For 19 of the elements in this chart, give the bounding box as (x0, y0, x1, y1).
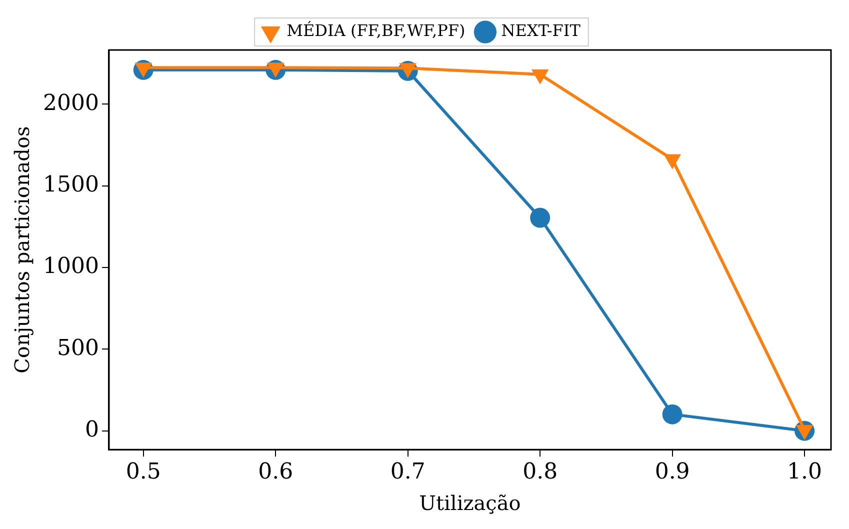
x-tick-label: 0.7 (390, 460, 426, 485)
x-tick-label: 1.0 (787, 460, 822, 485)
y-axis-title: Conjuntos particionados (10, 126, 34, 374)
legend-label: NEXT-FIT (501, 21, 581, 40)
y-tick-label: 2000 (42, 90, 99, 116)
x-tick-label: 0.6 (258, 460, 294, 485)
point (530, 208, 550, 228)
x-tick-label: 0.8 (522, 460, 558, 485)
x-tick-label: 0.9 (654, 460, 690, 485)
point (664, 154, 681, 170)
legend-label: MÉDIA (FF,BF,WF,PF) (286, 21, 466, 40)
point (662, 404, 682, 424)
y-tick-label: 1500 (42, 172, 99, 198)
x-tick-label: 0.5 (126, 460, 161, 485)
x-axis-title: Utilização (419, 491, 521, 516)
y-tick-label: 0 (84, 418, 99, 443)
y-tick-label: 1000 (42, 254, 99, 280)
point (531, 69, 549, 84)
y-tick-label: 500 (56, 336, 99, 361)
